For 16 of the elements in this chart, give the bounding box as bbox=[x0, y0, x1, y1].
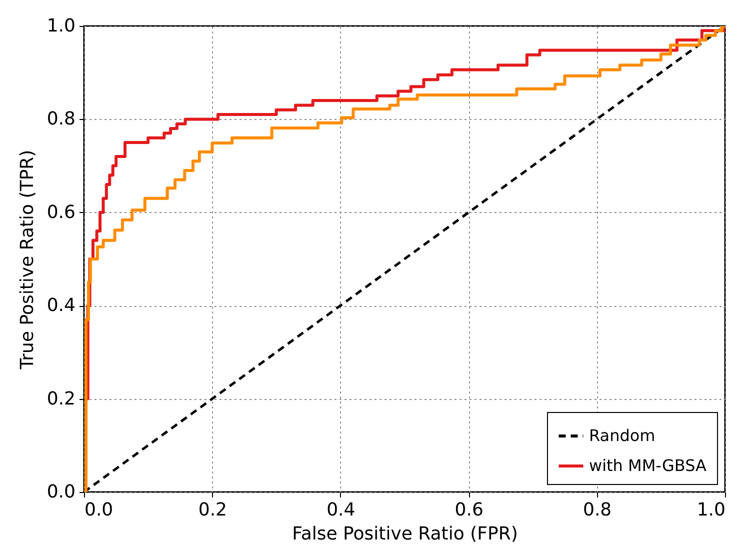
legend-label: Random bbox=[589, 426, 656, 445]
x-tick-label: 1.0 bbox=[696, 500, 726, 520]
x-axis-title: False Positive Ratio (FPR) bbox=[292, 524, 518, 544]
y-tick-label: 1.0 bbox=[46, 16, 76, 36]
x-tick-label: 0.4 bbox=[326, 500, 356, 520]
y-tick-label: 0.4 bbox=[46, 295, 76, 316]
legend-label: with MM-GBSA bbox=[589, 456, 707, 475]
y-tick-label: 0.0 bbox=[46, 482, 76, 502]
x-tick-label: 0.6 bbox=[454, 500, 484, 520]
y-tick-label: 0.6 bbox=[46, 202, 76, 223]
x-tick-label: 0.0 bbox=[84, 500, 114, 520]
y-axis-title: True Positive Ratio (TPR) bbox=[16, 150, 38, 370]
x-tick-label: 0.2 bbox=[198, 500, 228, 520]
y-tick-label: 0.2 bbox=[46, 388, 76, 410]
x-tick-label: 0.8 bbox=[582, 500, 612, 520]
y-tick-label: 0.8 bbox=[46, 108, 76, 130]
